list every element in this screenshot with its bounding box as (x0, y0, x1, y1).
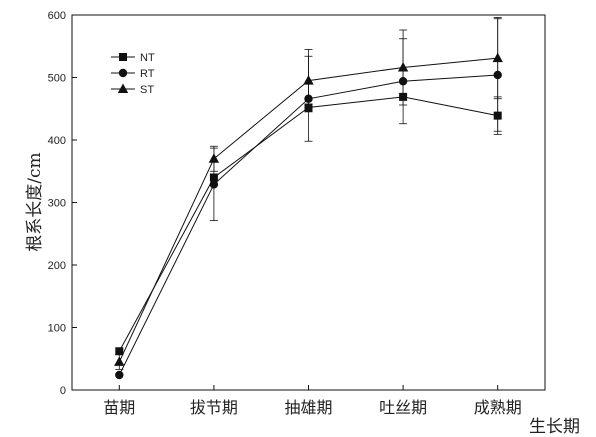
y-tick-label: 600 (48, 10, 66, 22)
x-axis: 苗期 拔节期 抽雄期 吐丝期 成熟期 (103, 385, 522, 417)
x-tick-label: 吐丝期 (379, 398, 427, 417)
point-rt (209, 180, 219, 189)
point-nt (209, 173, 218, 182)
y-tick-label: 400 (48, 135, 66, 147)
legend-label-st: ST (140, 84, 154, 96)
y-tick-label: 0 (60, 385, 66, 397)
x-tick-label: 成熟期 (474, 398, 522, 417)
y-tick-label: 300 (48, 198, 66, 210)
point-rt (398, 77, 408, 86)
x-axis-title: 生长期 (529, 417, 580, 437)
point-nt (304, 103, 313, 112)
y-tick-label: 100 (48, 323, 66, 335)
point-st (492, 52, 503, 63)
x-tick-label: 苗期 (103, 398, 135, 417)
point-rt (493, 70, 502, 80)
y-axis-title: 根系长度/cm (25, 152, 45, 251)
y-tick-label: 500 (48, 73, 66, 85)
point-st (114, 356, 125, 366)
point-st (303, 75, 314, 85)
legend-marker-st (117, 83, 129, 93)
legend-label-rt: RT (140, 68, 155, 80)
series-markers (114, 52, 503, 380)
point-st (208, 153, 220, 163)
legend: NT RT ST (111, 52, 155, 96)
point-rt (115, 370, 124, 380)
legend-marker-nt (119, 53, 127, 61)
point-nt (399, 92, 408, 101)
error-bars (115, 17, 502, 370)
point-nt (115, 347, 124, 356)
y-axis: 0 100 200 300 400 500 600 (48, 10, 77, 397)
x-tick-label: 抽雄期 (284, 398, 332, 417)
point-st (397, 62, 409, 72)
legend-marker-rt (118, 68, 128, 78)
point-nt (493, 111, 502, 120)
y-tick-label: 200 (48, 260, 66, 272)
point-rt (304, 94, 313, 103)
legend-label-nt: NT (140, 52, 155, 64)
x-tick-label: 拔节期 (190, 398, 238, 417)
